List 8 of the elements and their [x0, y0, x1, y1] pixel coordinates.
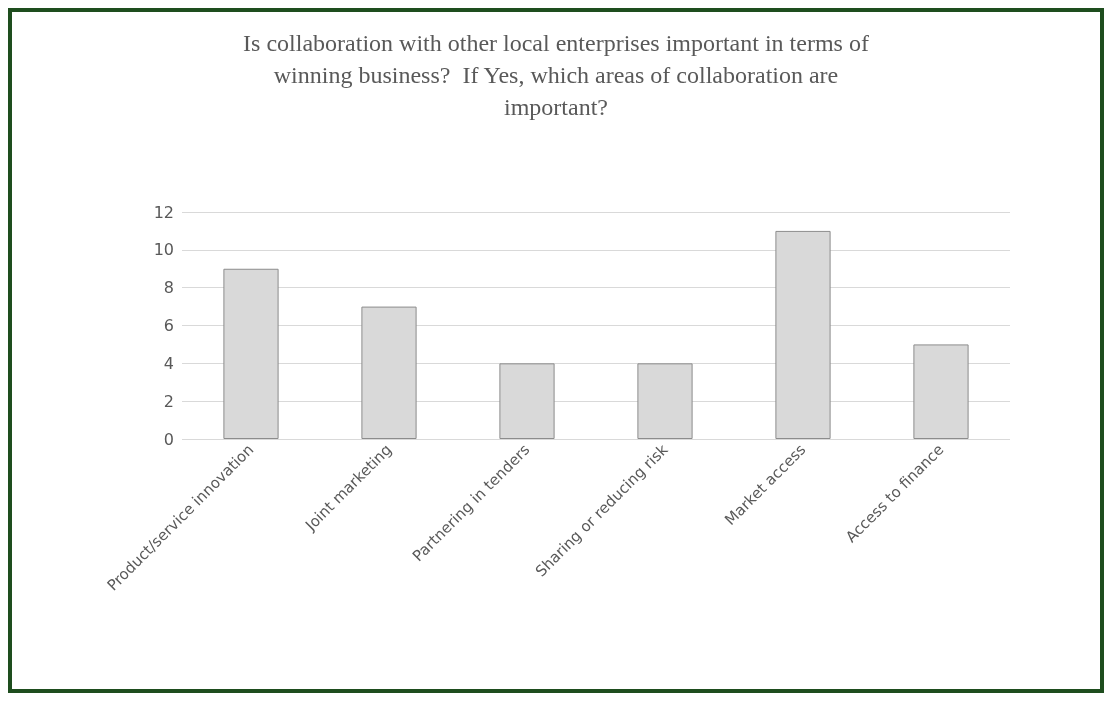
y-tick-label: 8: [163, 278, 174, 298]
chart-title: Is collaboration with other local enterprises important in terms of winning business? If Yes, which areas of collaboration are important?: [243, 30, 869, 120]
y-tick-label: 4: [163, 353, 174, 373]
y-tick-label: 12: [153, 202, 174, 222]
y-tick-label: 6: [163, 316, 174, 335]
y-tick-label: 10: [153, 240, 174, 260]
y-tick-label: 0: [163, 429, 174, 449]
y-tick-label: 2: [163, 391, 174, 411]
